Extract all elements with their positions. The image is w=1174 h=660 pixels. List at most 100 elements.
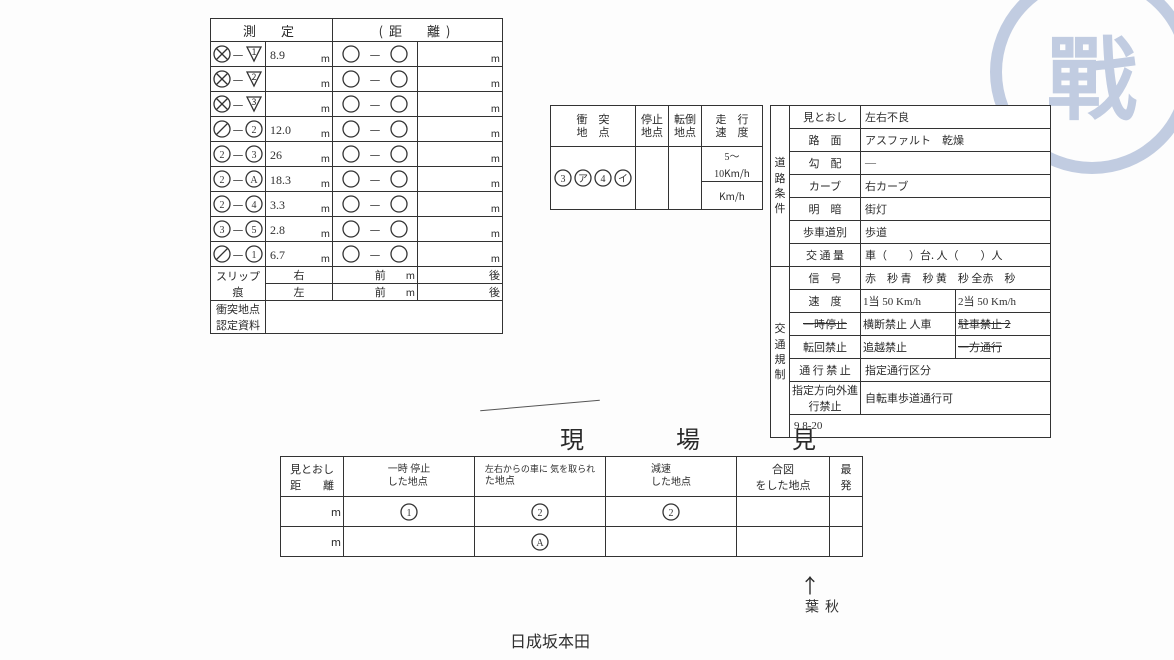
- section-title: 現 場 見: [560, 420, 850, 455]
- svg-text:イ: イ: [618, 174, 628, 185]
- svg-text:2: 2: [669, 508, 674, 519]
- traffic-v2b: 2当 50 Km/h: [956, 290, 1051, 312]
- svg-text:4: 4: [601, 174, 606, 185]
- svg-text:ア: ア: [578, 174, 588, 185]
- slip-left: 左: [266, 284, 333, 301]
- meas-row: 2—A18.3m—m: [211, 167, 503, 192]
- conditions-wrap: 道 路 条 件 見とおし左右不良 路 面アスファルト 乾燥 勾 配— カーブ右カ…: [770, 105, 1051, 438]
- collision-table-wrap: 衝 突 地 点 停止 地点 転倒 地点 走 行 速 度 3ア4イ 5～ 10Km…: [550, 105, 763, 210]
- meas-val: 8.9: [270, 48, 285, 62]
- traffic-l5: 通 行 禁 止: [790, 359, 861, 382]
- svg-text:A: A: [251, 175, 259, 186]
- traffic-v2a: 1当 50 Km/h: [861, 290, 956, 312]
- meas-row: —18.9m—m: [211, 42, 503, 67]
- road-v6: 歩道: [861, 221, 1051, 244]
- slip-row: スリップ 痕 右 前 m 後: [211, 267, 503, 284]
- traffic-l2: 速 度: [790, 290, 861, 313]
- svg-text:3: 3: [219, 225, 224, 236]
- svg-text:1: 1: [407, 508, 412, 519]
- stray-dash: [480, 400, 600, 411]
- road-v7: 車（ ）台. 人（ ）人: [861, 244, 1051, 267]
- road-l7: 交 通 量: [790, 244, 861, 267]
- measurement-table: 測 定 (距 離) —18.9m—m —2m—m —3m—m —212.0m—m…: [210, 18, 503, 334]
- traffic-v3a: 横断禁止 人車: [861, 313, 956, 335]
- meas-row: —212.0m—m: [211, 117, 503, 142]
- meas-header-left: 測 定: [211, 19, 333, 42]
- doc-row: 衝突地点 認定資料: [211, 301, 503, 334]
- meas-val: 12.0: [270, 123, 291, 137]
- svg-text:4: 4: [252, 200, 257, 211]
- svg-text:2: 2: [252, 70, 257, 83]
- coll-h4: 走 行 速 度: [702, 106, 763, 147]
- svg-text:3: 3: [561, 174, 566, 185]
- svg-text:2: 2: [219, 150, 224, 161]
- bottom-table: 見とおし 距 離 一時 停止した地点 左右からの車に 気を取られた地点 減速した…: [280, 456, 863, 557]
- road-conditions-table: 道 路 条 件 見とおし左右不良 路 面アスファルト 乾燥 勾 配— カーブ右カ…: [770, 105, 1051, 438]
- slip-front: 前: [373, 267, 386, 283]
- svg-text:2: 2: [219, 200, 224, 211]
- traffic-v4b: 一方通行: [956, 336, 1051, 358]
- slip-right: 右: [266, 267, 333, 284]
- bot-row1: m 122: [281, 497, 863, 527]
- meas-row: —3m—m: [211, 92, 503, 117]
- svg-text:5: 5: [252, 225, 257, 236]
- coll-row1: 3ア4イ 5～ 10Km/h: [551, 147, 763, 182]
- meas-val: 2.8: [270, 223, 285, 237]
- traffic-v1: 赤 秒 青 秒 黄 秒 全赤 秒: [861, 267, 1051, 290]
- bot-h4: 合図 をした地点: [737, 457, 830, 497]
- coll-h2: 停止 地点: [636, 106, 669, 147]
- road-l2: 路 面: [790, 129, 861, 152]
- coll-h3: 転倒 地点: [669, 106, 702, 147]
- coll-h1: 衝 突 地 点: [551, 106, 636, 147]
- meas-header-right: (距 離): [333, 19, 503, 42]
- meas-val: 26: [270, 148, 282, 162]
- traffic-v3b: 駐車禁止 2: [956, 313, 1051, 335]
- road-l6: 歩車道別: [790, 221, 861, 244]
- bot-h1-p: した地点: [388, 473, 428, 488]
- stamp-char: 戰: [1047, 7, 1137, 137]
- traffic-l4: 転回禁止: [790, 336, 861, 359]
- meas-row: 3—52.8m—m: [211, 217, 503, 242]
- traffic-v6: 自転車歩道通行可: [861, 382, 1051, 415]
- doc-label: 衝突地点 認定資料: [211, 301, 266, 334]
- measurement-table-wrap: 測 定 (距 離) —18.9m—m —2m—m —3m—m —212.0m—m…: [210, 18, 503, 334]
- meas-row: —16.7m—m: [211, 242, 503, 267]
- meas-row: 2—43.3m—m: [211, 192, 503, 217]
- road-v4: 右カーブ: [861, 175, 1051, 198]
- traffic-l3: 一時停止: [790, 313, 861, 336]
- svg-text:A: A: [536, 538, 544, 549]
- arrow-annotation: ↑ 秋 葉: [800, 570, 840, 613]
- bottom-table-wrap: 見とおし 距 離 一時 停止した地点 左右からの車に 気を取られた地点 減速した…: [280, 456, 863, 557]
- bot-row2: m A: [281, 527, 863, 557]
- meas-val: 18.3: [270, 173, 291, 187]
- road-l1: 見とおし: [790, 106, 861, 129]
- svg-text:3: 3: [252, 150, 257, 161]
- road-v1: 左右不良: [861, 106, 1051, 129]
- meas-val: 6.7: [270, 248, 285, 262]
- svg-text:2: 2: [252, 125, 257, 136]
- up-arrow-icon: ↑: [800, 570, 840, 599]
- traffic-v5: 指定通行区分: [861, 359, 1051, 382]
- bot-h3-p: した地点: [651, 473, 691, 488]
- road-v3: —: [861, 152, 1051, 175]
- traffic-l6: 指定方向外進行禁止: [790, 382, 861, 415]
- bottom-scribble: 日成坂本田: [510, 628, 590, 652]
- road-v5: 街灯: [861, 198, 1051, 221]
- road-side: 道 路 条 件: [771, 106, 790, 267]
- road-l5: 明 暗: [790, 198, 861, 221]
- meas-val: 3.3: [270, 198, 285, 212]
- bot-h5: 最 発: [830, 457, 863, 497]
- traffic-side: 交 通 規 制: [771, 267, 790, 438]
- bot-h0: 見とおし 距 離: [281, 457, 344, 497]
- svg-text:1: 1: [252, 250, 257, 261]
- collision-table: 衝 突 地 点 停止 地点 転倒 地点 走 行 速 度 3ア4イ 5～ 10Km…: [550, 105, 763, 210]
- svg-text:3: 3: [252, 95, 257, 108]
- road-l4: カーブ: [790, 175, 861, 198]
- road-l3: 勾 配: [790, 152, 861, 175]
- traffic-l1: 信 号: [790, 267, 861, 290]
- road-v2: アスファルト 乾燥: [861, 129, 1051, 152]
- meas-row: —2m—m: [211, 67, 503, 92]
- meas-row: 2—326m—m: [211, 142, 503, 167]
- bot-h2-p: た地点: [485, 472, 515, 487]
- slip-label: スリップ 痕: [211, 267, 266, 301]
